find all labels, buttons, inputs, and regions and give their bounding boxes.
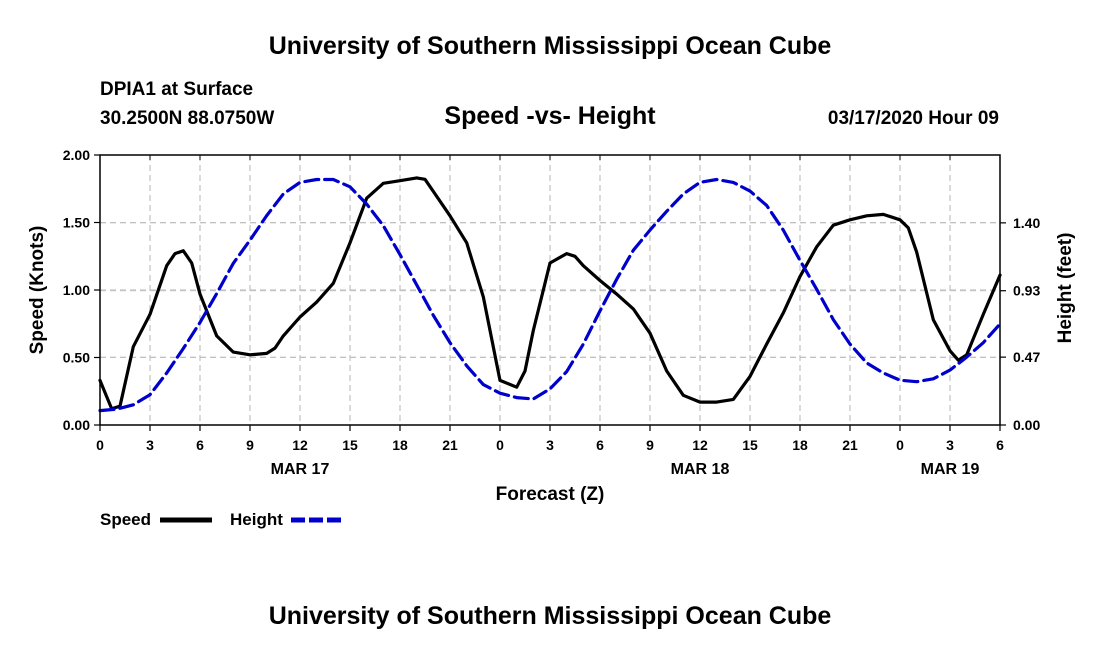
x-tick-label: 18 xyxy=(392,437,408,453)
y2-axis-label: Height (feet) xyxy=(1055,233,1076,344)
x-tick-label: 15 xyxy=(342,437,358,453)
x-tick-label: 21 xyxy=(842,437,858,453)
y-tick-label: 1.50 xyxy=(63,215,90,231)
y-tick-label: 2.00 xyxy=(63,147,90,163)
footer-title: University of Southern Mississippi Ocean… xyxy=(269,602,832,630)
datetime-label: 03/17/2020 Hour 09 xyxy=(828,108,999,129)
page-title: University of Southern Mississippi Ocean… xyxy=(269,32,832,60)
y-tick-label: 1.00 xyxy=(63,282,90,298)
legend-speed-label: Speed xyxy=(100,510,151,529)
x-tick-label: 15 xyxy=(742,437,758,453)
x-tick-label: 9 xyxy=(246,437,254,453)
axes-layer: 0 3 6 9 12 15 18 21 0 3 6 9 12 15 18 21 0 3 6 0.00 0.50 1.00 1… xyxy=(63,147,1041,478)
x-tick-label: 6 xyxy=(996,437,1004,453)
y-tick-label: 0.00 xyxy=(63,417,90,433)
y2-tick-label: 0.00 xyxy=(1013,417,1040,433)
chart-subtitle: Speed -vs- Height xyxy=(444,102,656,130)
coordinates-label: 30.2500N 88.0750W xyxy=(100,108,274,129)
x-tick-label: 0 xyxy=(896,437,904,453)
y-tick-label: 0.50 xyxy=(63,350,90,366)
date-label: MAR 19 xyxy=(921,461,980,478)
x-tick-label: 12 xyxy=(292,437,308,453)
x-tick-label: 9 xyxy=(646,437,654,453)
legend: Speed Height xyxy=(100,510,342,529)
date-label: MAR 17 xyxy=(271,461,330,478)
y2-tick-label: 0.47 xyxy=(1013,349,1040,365)
x-tick-label: 0 xyxy=(96,437,104,453)
x-tick-label: 3 xyxy=(946,437,954,453)
date-label: MAR 18 xyxy=(671,461,730,478)
x-tick-label: 12 xyxy=(692,437,708,453)
y2-tick-label: 0.93 xyxy=(1013,283,1040,299)
x-tick-label: 0 xyxy=(496,437,504,453)
height-series-line xyxy=(98,177,1002,413)
station-label: DPIA1 at Surface xyxy=(100,79,253,100)
x-tick-label: 3 xyxy=(146,437,154,453)
series-layer xyxy=(98,176,1002,413)
speed-series-line xyxy=(98,176,1002,411)
x-axis-label: Forecast (Z) xyxy=(496,484,605,505)
x-tick-label: 6 xyxy=(596,437,604,453)
y-axis-label: Speed (Knots) xyxy=(27,226,48,355)
x-tick-label: 3 xyxy=(546,437,554,453)
x-tick-label: 6 xyxy=(196,437,204,453)
x-tick-label: 21 xyxy=(442,437,458,453)
y2-tick-label: 1.40 xyxy=(1013,215,1040,231)
x-tick-label: 18 xyxy=(792,437,808,453)
grid xyxy=(100,155,1000,425)
legend-height-label: Height xyxy=(230,510,283,529)
